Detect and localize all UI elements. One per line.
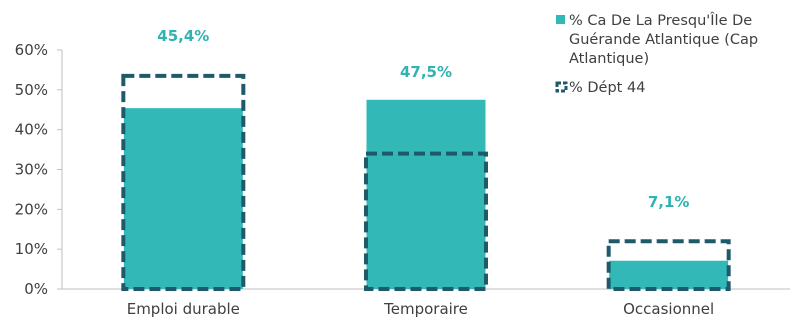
y-axis: 0% 10% 20% 30% 40% 50% 60% [15, 41, 63, 298]
bars-cap-atlantique [123, 99, 729, 290]
bars-dept-44 [121, 73, 731, 292]
data-label: 47,5% [400, 63, 452, 81]
legend-label-cap-atlantique: Guérande Atlantique (Cap [569, 32, 758, 48]
bar-dept-44 [121, 73, 246, 292]
bar-cap-atlantique [123, 108, 243, 289]
legend-marker-cap-atlantique [556, 15, 565, 24]
data-label: 45,4% [157, 27, 209, 45]
legend-marker-dept-44 [555, 81, 568, 93]
x-category-label: Emploi durable [127, 300, 240, 318]
y-tick-label: 10% [15, 240, 48, 258]
legend-label-cap-atlantique: Atlantique) [569, 51, 649, 67]
data-label: 7,1% [648, 193, 690, 211]
y-tick-label: 30% [15, 161, 48, 179]
y-tick-label: 20% [15, 200, 48, 218]
bar-cap-atlantique [609, 260, 729, 289]
legend-label-cap-atlantique: % Ca De La Presqu'Île De [569, 11, 752, 29]
bar-cap-atlantique [366, 99, 486, 290]
y-tick-label: 60% [15, 41, 48, 59]
data-labels: 45,4% 47,5% 7,1% [157, 27, 689, 211]
bar-dept-44 [606, 239, 731, 291]
x-category-label: Temporaire [383, 300, 468, 318]
x-category-label: Occasionnel [623, 300, 714, 318]
legend: % Ca De La Presqu'Île De Guérande Atlanti… [555, 11, 758, 96]
legend-label-dept-44: % Dépt 44 [569, 80, 645, 96]
y-tick-label: 40% [15, 121, 48, 139]
x-axis: Emploi durable Temporaire Occasionnel [62, 288, 790, 318]
y-tick-label: 0% [24, 280, 48, 298]
y-tick-label: 50% [15, 81, 48, 99]
